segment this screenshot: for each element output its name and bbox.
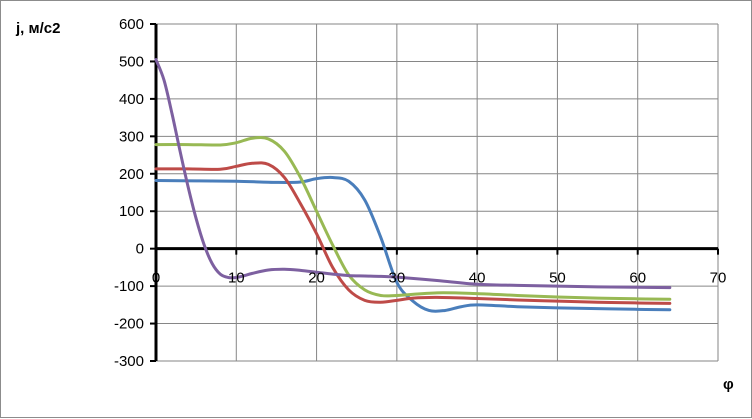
- series-group: [154, 58, 672, 313]
- x-tick-label: 40: [469, 270, 486, 287]
- y-axis-label: j, м/с2: [15, 20, 60, 37]
- series-line-4: [154, 58, 672, 290]
- y-tick-label: 400: [119, 91, 144, 108]
- x-tick-label: 70: [710, 270, 727, 287]
- x-tick-label: 20: [308, 270, 325, 287]
- y-tick-label: -200: [114, 316, 144, 333]
- y-tick-label: 100: [119, 203, 144, 220]
- y-tick-label: 200: [119, 166, 144, 183]
- axes: [150, 23, 719, 362]
- x-tick-label: 50: [549, 270, 566, 287]
- series-line-2: [154, 161, 672, 305]
- series-line-1: [154, 175, 672, 313]
- y-tick-label: -300: [114, 353, 144, 370]
- y-tick-label: 500: [119, 53, 144, 70]
- x-tick-label: 10: [228, 270, 245, 287]
- x-axis-label: φ: [723, 376, 734, 393]
- y-tick-label: 300: [119, 128, 144, 145]
- y-tick-label: 0: [136, 241, 144, 258]
- y-tick-label: 600: [119, 16, 144, 33]
- x-tick-label: 60: [629, 270, 646, 287]
- x-tick-label: 0: [152, 270, 160, 287]
- x-tick-label: 30: [389, 270, 406, 287]
- tick-labels: 600 500 400 300 200 100 0 -100 -200 -300 0 10 20 30 40…: [114, 16, 726, 370]
- y-tick-label: -100: [114, 278, 144, 295]
